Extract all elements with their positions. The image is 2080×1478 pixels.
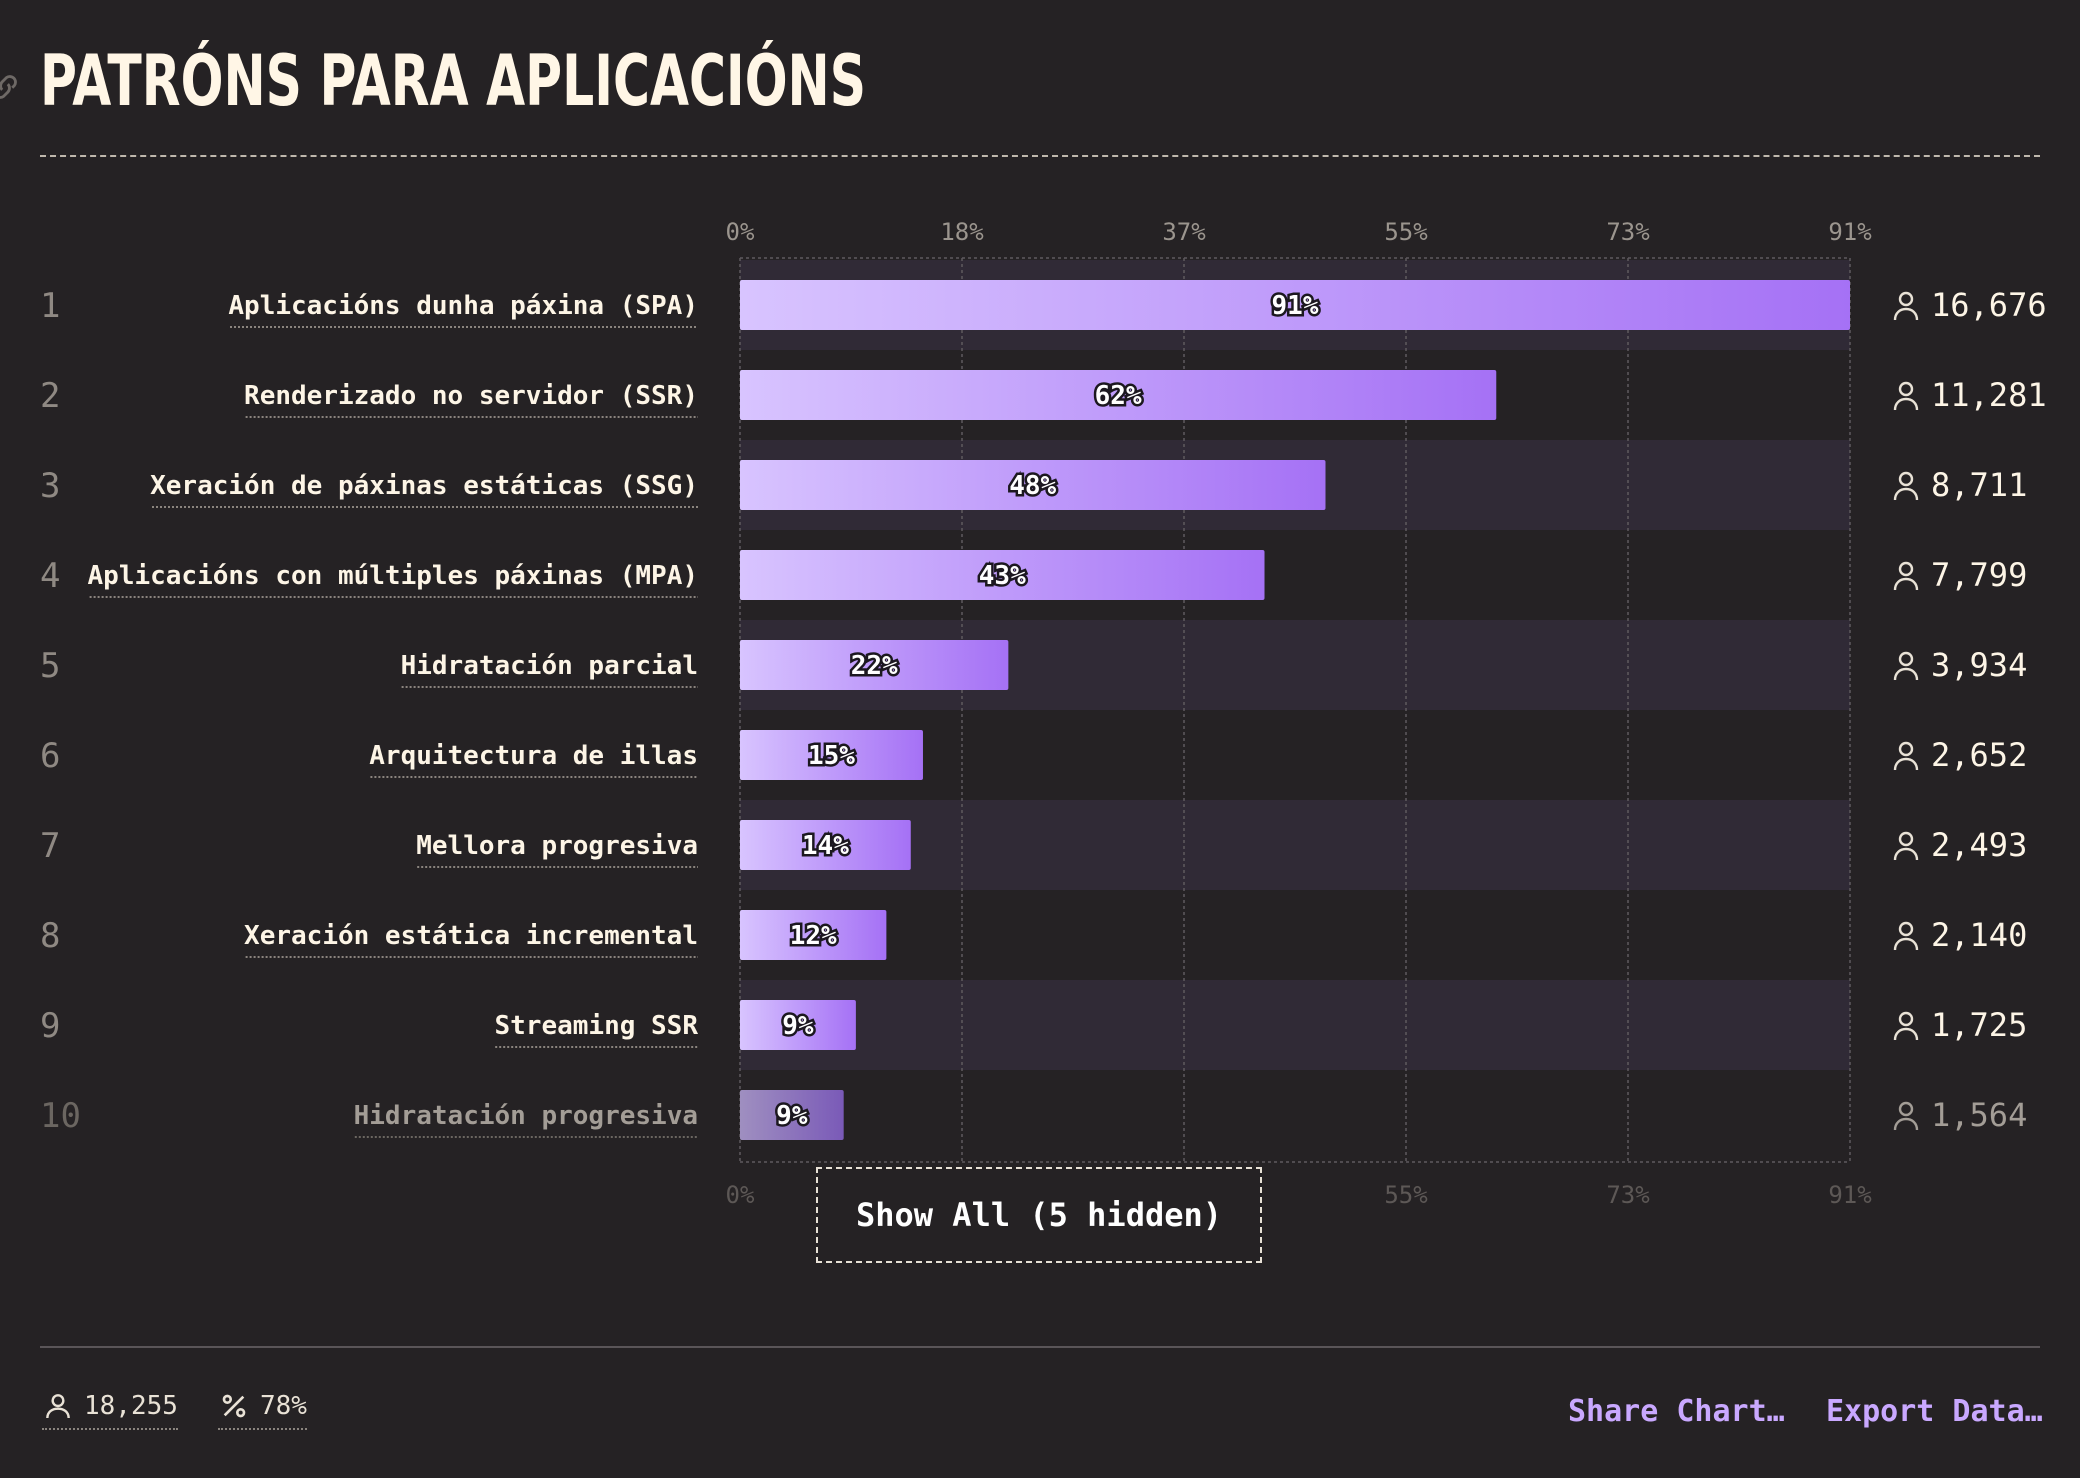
export-data-link[interactable]: Export Data… — [1826, 1394, 2043, 1429]
user-icon — [1893, 831, 1919, 861]
row-rank: 6 — [40, 736, 60, 776]
bar[interactable] — [740, 460, 1326, 510]
total-respondents-value: 18,255 — [84, 1391, 178, 1421]
row-rank: 7 — [40, 826, 60, 866]
bar-chart: 0%0%18%18%37%37%55%55%73%73%91%91% 1Apli… — [40, 218, 2047, 1209]
footer-divider — [40, 1346, 2040, 1348]
user-icon — [1893, 381, 1919, 411]
bar[interactable] — [740, 1000, 856, 1050]
row-count: 2,140 — [1931, 916, 2027, 954]
x-tick-label-bottom: 91% — [1828, 1181, 1872, 1209]
user-icon — [1893, 561, 1919, 591]
user-icon — [1893, 651, 1919, 681]
row-label[interactable]: Aplicacións con múltiples páxinas (MPA) — [88, 561, 698, 591]
bar-value-label: 22% — [851, 651, 898, 681]
row-count: 7,799 — [1931, 556, 2027, 594]
user-icon — [1893, 291, 1919, 321]
user-icon — [1893, 741, 1919, 771]
row-rank: 4 — [40, 556, 60, 596]
x-tick-label-top: 37% — [1162, 218, 1206, 246]
row-label[interactable]: Aplicacións dunha páxina (SPA) — [228, 291, 698, 321]
user-icon — [46, 1394, 70, 1419]
bar-value-label: 91% — [1272, 291, 1319, 321]
row-count: 11,281 — [1931, 376, 2047, 414]
row-label[interactable]: Xeración estática incremental — [244, 921, 698, 951]
bar[interactable] — [740, 910, 887, 960]
row-label[interactable]: Hidratación progresiva — [354, 1101, 698, 1131]
x-tick-label-top: 0% — [726, 218, 755, 246]
row-count: 8,711 — [1931, 466, 2027, 504]
chart-row[interactable]: 4 Aplicacións con múltiples páxinas (MPA)… — [40, 550, 2027, 600]
row-rank: 3 — [40, 466, 60, 506]
title-divider — [40, 155, 2040, 157]
user-icon — [1893, 471, 1919, 501]
row-count: 3,934 — [1931, 646, 2027, 684]
link-icon[interactable] — [0, 70, 22, 104]
user-icon — [1893, 1011, 1919, 1041]
chart-title: PATRÓNS PARA APLICACIÓNS — [40, 40, 867, 122]
bar-value-label: 62% — [1095, 381, 1142, 411]
row-label[interactable]: Xeración de páxinas estáticas (SSG) — [150, 471, 698, 501]
row-label[interactable]: Hidratación parcial — [401, 651, 698, 681]
row-rank: 8 — [40, 916, 60, 956]
row-label[interactable]: Arquitectura de illas — [369, 741, 698, 771]
bar-value-label: 9% — [782, 1011, 814, 1041]
bar-value-label: 14% — [802, 831, 849, 861]
bar[interactable] — [740, 370, 1497, 420]
user-icon — [1893, 1101, 1919, 1131]
row-count: 1,564 — [1931, 1096, 2027, 1134]
x-tick-label-bottom: 55% — [1384, 1181, 1428, 1209]
bar-value-label: 15% — [808, 741, 855, 771]
row-band — [740, 800, 1850, 890]
row-rank: 10 — [40, 1096, 81, 1136]
row-rank: 9 — [40, 1006, 60, 1046]
bar-value-label: 43% — [979, 561, 1026, 591]
bar[interactable] — [740, 640, 1009, 690]
row-count: 2,652 — [1931, 736, 2027, 774]
chart-row[interactable]: 8 Xeración estática incremental 12% 2,140 — [40, 910, 2027, 960]
bar-value-label: 48% — [1009, 471, 1056, 501]
bar-value-label: 12% — [790, 921, 837, 951]
chart-row[interactable]: 3 Xeración de páxinas estáticas (SSG) 48% 8… — [40, 460, 2027, 510]
percent-icon — [222, 1394, 246, 1418]
bar[interactable] — [740, 730, 923, 780]
bar-value-label: 9% — [776, 1101, 808, 1131]
row-rank: 2 — [40, 376, 60, 416]
row-band — [740, 980, 1850, 1070]
row-count: 2,493 — [1931, 826, 2027, 864]
x-tick-label-top: 18% — [940, 218, 984, 246]
row-rank: 5 — [40, 646, 60, 686]
row-rank: 1 — [40, 286, 60, 326]
bar[interactable] — [740, 280, 1850, 330]
chart-row[interactable]: 10 Hidratación progresiva 9% 1,564 — [40, 1090, 2027, 1140]
chart-row[interactable]: 2 Renderizado no servidor (SSR) 62% 11,281 — [40, 370, 2047, 420]
share-chart-link[interactable]: Share Chart… — [1568, 1394, 1785, 1429]
row-label[interactable]: Mellora progresiva — [416, 831, 698, 861]
bar[interactable] — [740, 550, 1265, 600]
x-tick-label-top: 91% — [1828, 218, 1872, 246]
chart-row[interactable]: 9 Streaming SSR 9% 1,725 — [40, 1000, 2027, 1050]
row-label[interactable]: Streaming SSR — [495, 1011, 699, 1041]
x-tick-label-bottom: 0% — [726, 1181, 755, 1209]
x-tick-label-bottom: 73% — [1606, 1181, 1650, 1209]
percent-stat-value: 78% — [260, 1391, 307, 1421]
show-all-button[interactable]: Show All (5 hidden) — [816, 1167, 1262, 1263]
percent-stat[interactable]: 78% — [218, 1390, 307, 1430]
chart-row[interactable]: 6 Arquitectura de illas 15% 2,652 — [40, 730, 2027, 780]
bar[interactable] — [740, 1090, 844, 1140]
row-label[interactable]: Renderizado no servidor (SSR) — [244, 381, 698, 411]
x-tick-label-top: 55% — [1384, 218, 1428, 246]
total-respondents[interactable]: 18,255 — [42, 1390, 178, 1430]
chart-row[interactable]: 5 Hidratación parcial 22% 3,934 — [40, 640, 2027, 690]
bar[interactable] — [740, 820, 911, 870]
chart-row[interactable]: 1 Aplicacións dunha páxina (SPA) 91% 16,676 — [40, 280, 2047, 330]
chart-row[interactable]: 7 Mellora progresiva 14% 2,493 — [40, 820, 2027, 870]
user-icon — [1893, 921, 1919, 951]
row-count: 16,676 — [1931, 286, 2047, 324]
x-tick-label-top: 73% — [1606, 218, 1650, 246]
row-count: 1,725 — [1931, 1006, 2027, 1044]
